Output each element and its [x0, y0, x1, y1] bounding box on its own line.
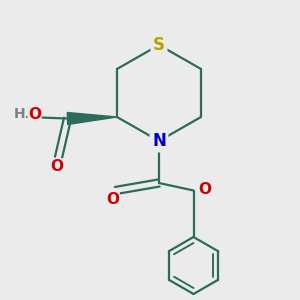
Text: O: O: [28, 107, 41, 122]
Text: O: O: [198, 182, 211, 196]
Text: O: O: [106, 192, 119, 207]
Text: N: N: [152, 132, 166, 150]
Text: S: S: [153, 36, 165, 54]
Polygon shape: [67, 112, 117, 124]
Text: O: O: [50, 159, 64, 174]
Text: H: H: [14, 107, 26, 121]
